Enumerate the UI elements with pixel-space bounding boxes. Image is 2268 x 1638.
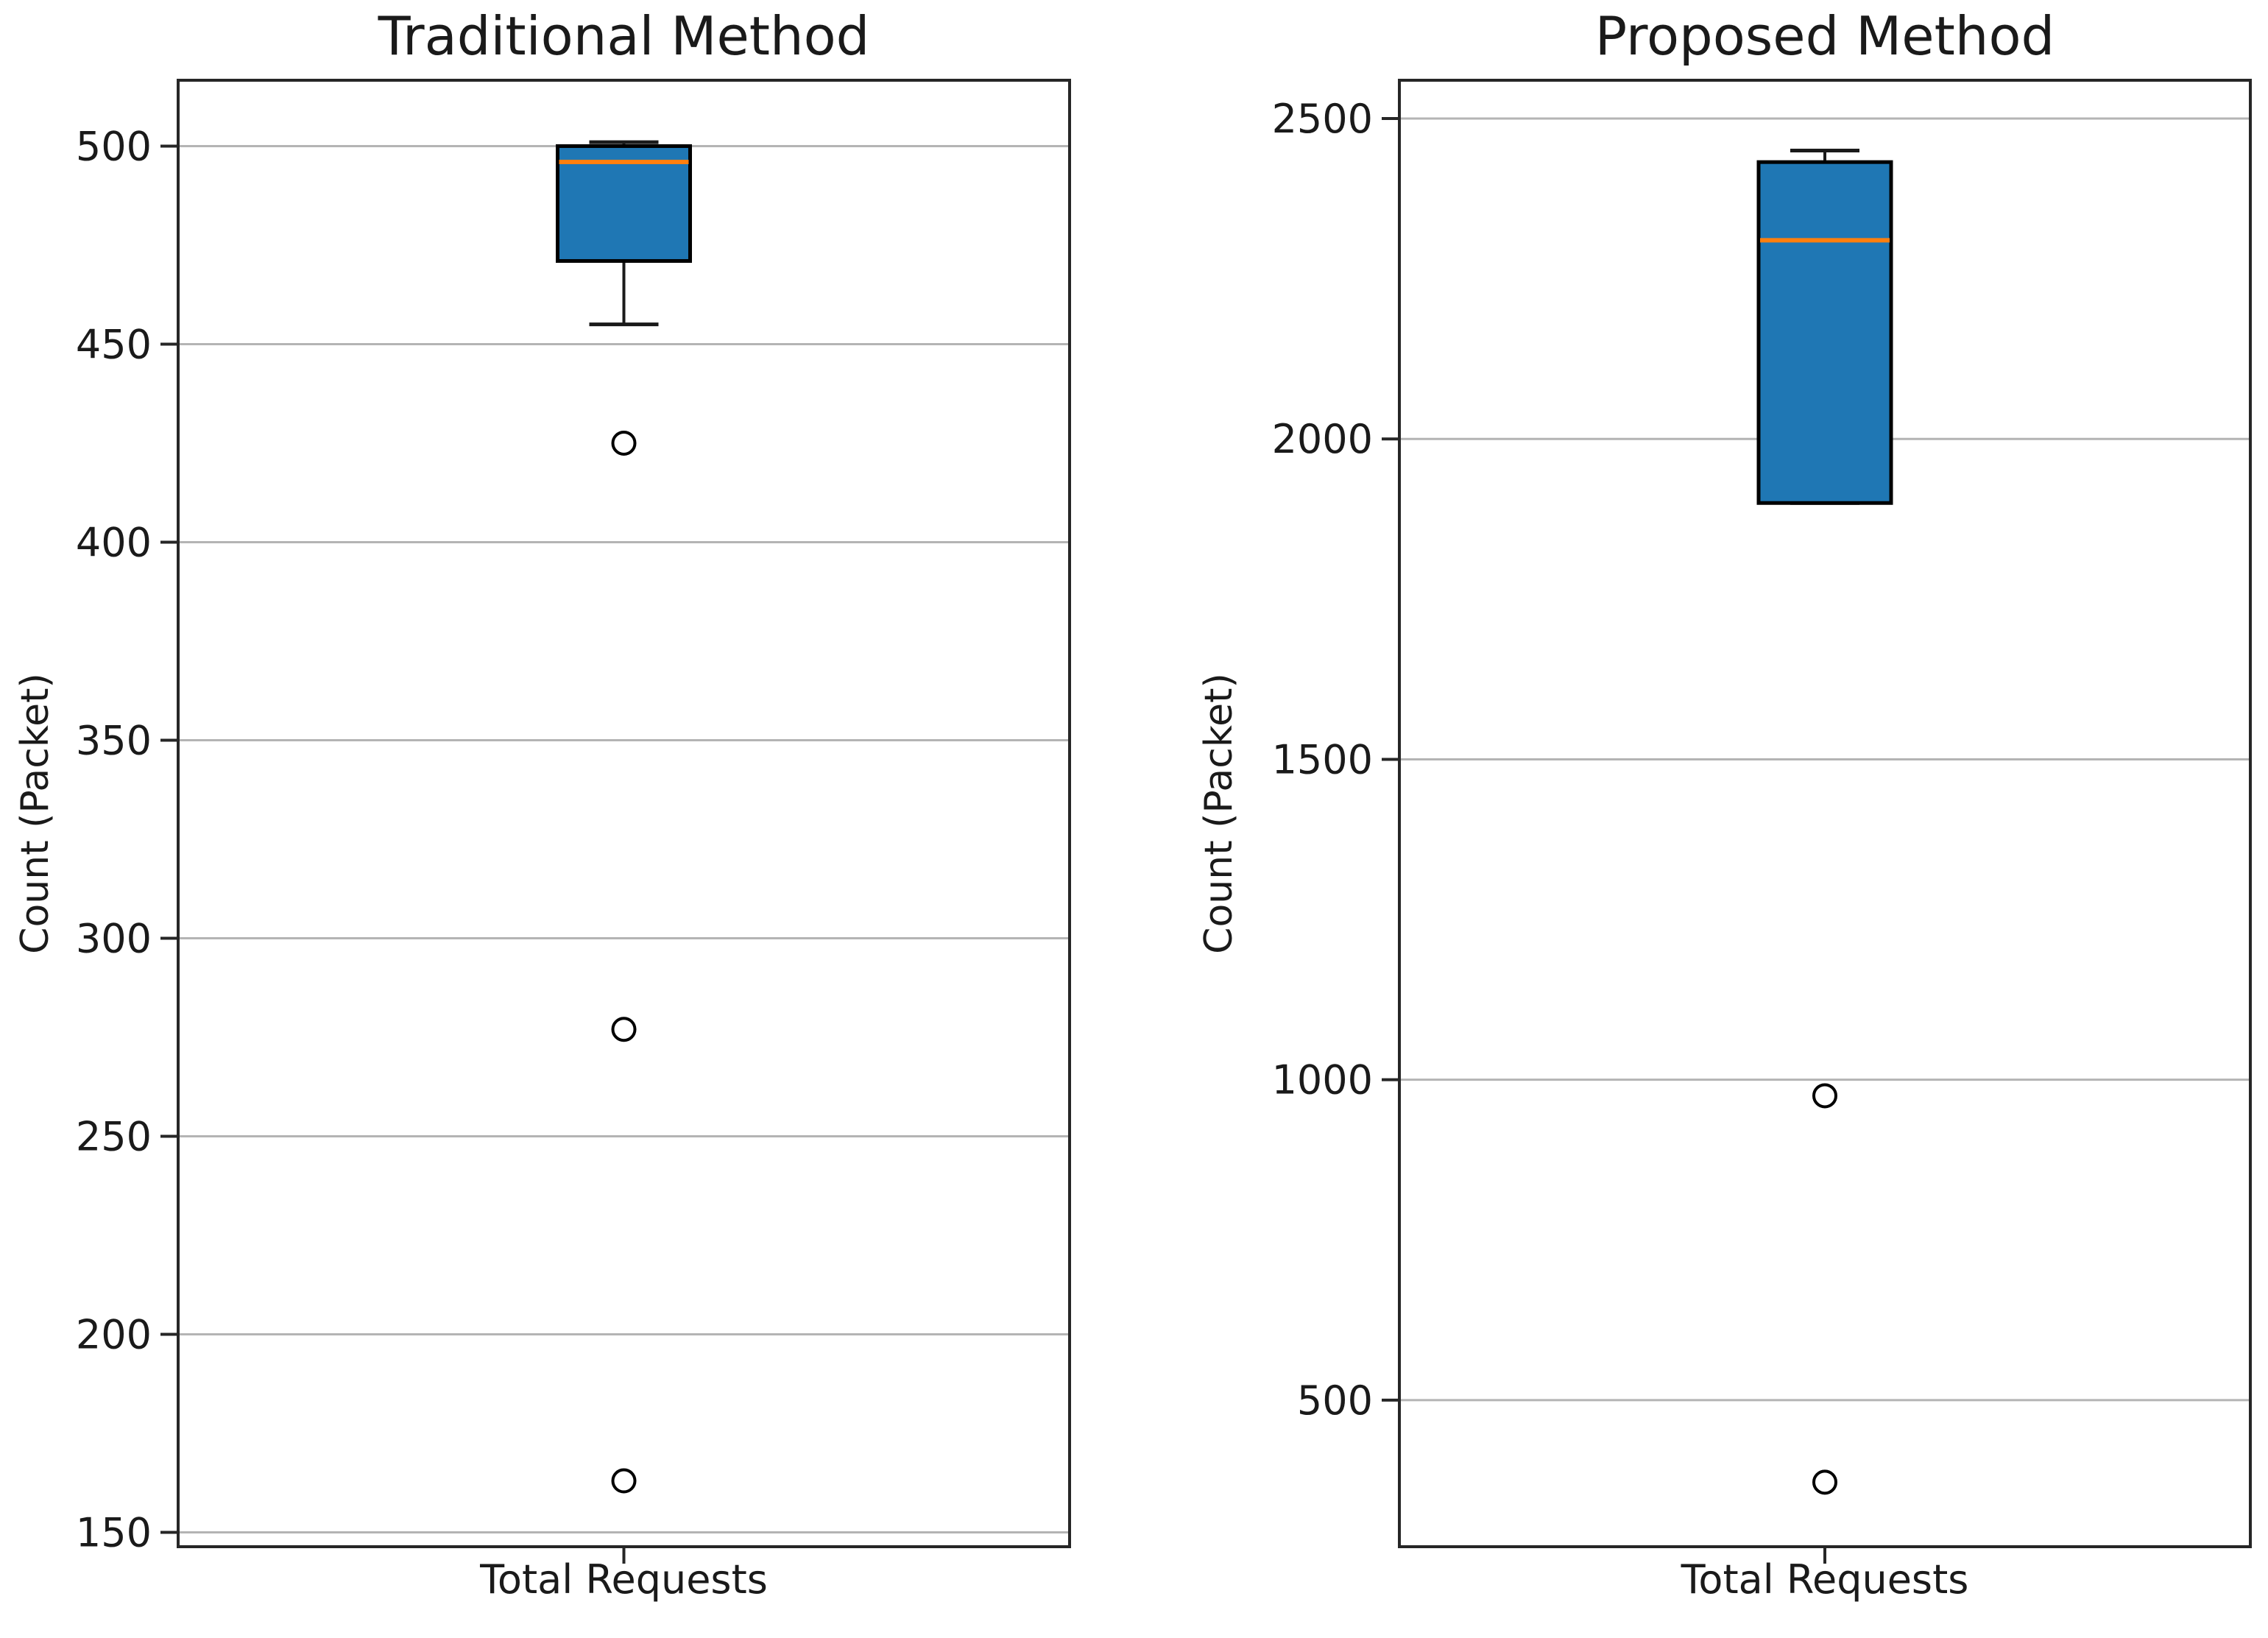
- axes-border: [1398, 79, 2252, 1548]
- panel-title: Proposed Method: [1594, 5, 2055, 67]
- y-tick-label: 150: [76, 1509, 152, 1556]
- panel-title: Traditional Method: [378, 5, 870, 67]
- plot-area: 150 200 250 300 350 400 450 500: [76, 79, 1071, 1564]
- y-tick-label: 350: [76, 717, 152, 763]
- outlier-point: [611, 430, 637, 456]
- y-tick-label: 250: [76, 1113, 152, 1159]
- y-tick-label: 2500: [1272, 96, 1373, 142]
- x-tick-label: Total Requests: [480, 1556, 768, 1603]
- x-tick-label: Total Requests: [1681, 1556, 1969, 1603]
- y-tick-label: 450: [76, 321, 152, 367]
- y-tick-label: 1500: [1272, 736, 1373, 783]
- y-axis-label: Count (Packet): [13, 673, 57, 954]
- panel-proposed-method: Proposed Method Count (Packet) 500 1000 15…: [1197, 10, 2252, 1600]
- y-tick-label: 200: [76, 1311, 152, 1358]
- y-axis-label: Count (Packet): [1197, 673, 1241, 954]
- y-tick-label: 1000: [1272, 1057, 1373, 1104]
- panel-traditional-method: Traditional Method Count (Packet) 150 200…: [13, 10, 1071, 1600]
- y-tick-label: 2000: [1272, 416, 1373, 462]
- iqr-box: [556, 144, 692, 263]
- y-tick-label: 400: [76, 519, 152, 565]
- plot-area: 500 1000 1500 2000 2500: [1272, 79, 2252, 1564]
- outlier-point: [1812, 1083, 1837, 1109]
- y-tick-label: 500: [76, 123, 152, 169]
- iqr-box: [1756, 160, 1893, 505]
- y-tick-label: 300: [76, 915, 152, 961]
- outlier-point: [1812, 1469, 1837, 1495]
- outlier-point: [611, 1468, 637, 1494]
- outlier-point: [611, 1017, 637, 1042]
- y-tick-label: 500: [1297, 1377, 1373, 1424]
- axes-border: [177, 79, 1071, 1548]
